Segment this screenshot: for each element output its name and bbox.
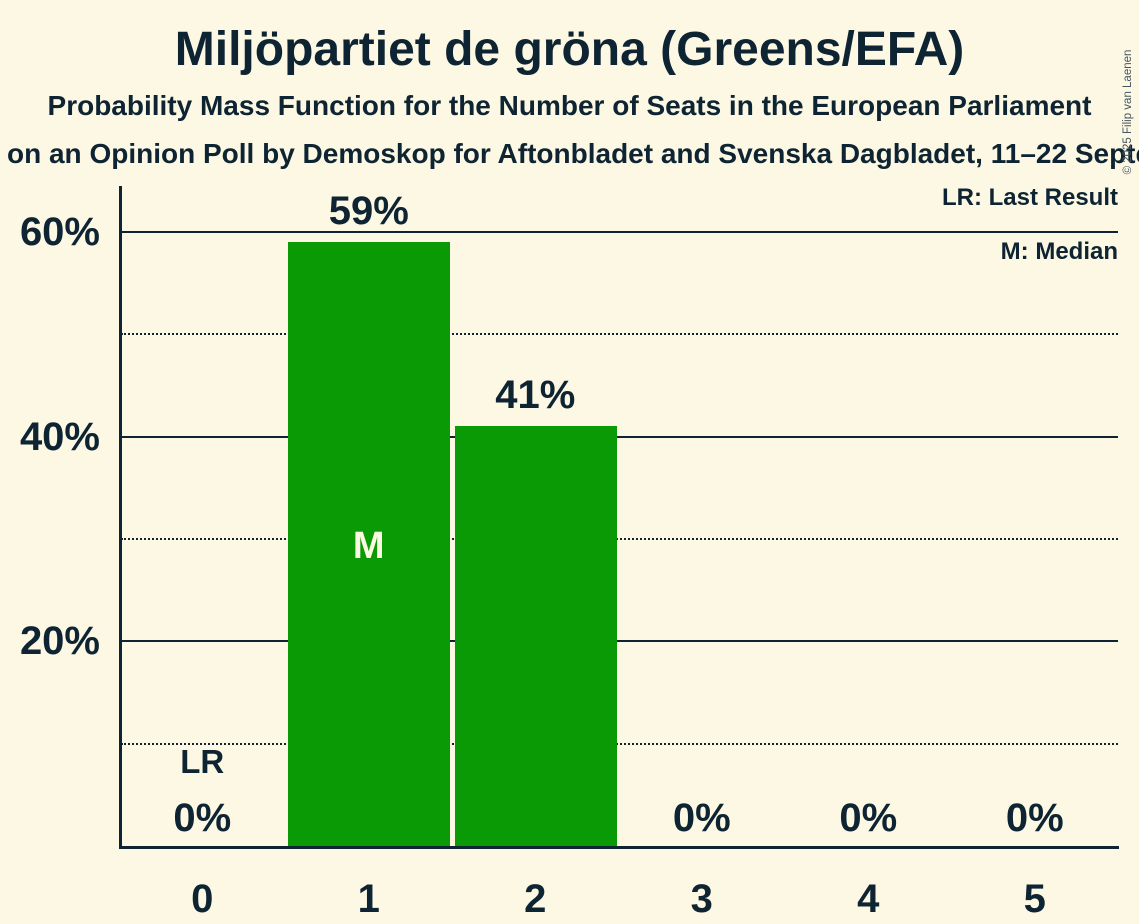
x-tick-label-5: 5 — [1023, 877, 1046, 921]
chart-title: Miljöpartiet de gröna (Greens/EFA) — [174, 23, 965, 76]
gridline-solid-20 — [121, 640, 1118, 643]
value-label-5: 0% — [1005, 796, 1064, 840]
y-tick-label-40: 40% — [19, 414, 100, 459]
y-tick-label-60: 60% — [19, 210, 100, 255]
x-tick-label-3: 3 — [690, 877, 713, 921]
value-label-3: 0% — [672, 796, 731, 840]
copyright-note: © 2025 Filip van Laenen — [1122, 49, 1134, 175]
value-label-4: 0% — [839, 796, 898, 840]
chart-subtitle: Probability Mass Function for the Number… — [47, 90, 1092, 121]
legend-median: M: Median — [1000, 238, 1118, 265]
y-tick-label-20: 20% — [19, 619, 100, 664]
last-result-marker: LR — [180, 743, 225, 780]
x-tick-label-2: 2 — [524, 877, 547, 921]
gridline-solid-60 — [121, 231, 1118, 234]
median-marker: M — [352, 525, 385, 567]
gridline-dotted-30 — [121, 538, 1118, 541]
x-tick-label-4: 4 — [857, 877, 880, 921]
gridline-dotted-50 — [121, 333, 1118, 336]
value-label-2: 41% — [495, 373, 576, 418]
x-axis-line — [119, 846, 1119, 849]
x-tick-label-0: 0 — [191, 877, 214, 921]
bar-seats-2 — [454, 426, 617, 846]
value-label-1: 59% — [328, 189, 409, 234]
bar-seats-1 — [288, 242, 450, 846]
legend-last-result: LR: Last Result — [941, 184, 1118, 211]
gridline-solid-40 — [121, 435, 1118, 438]
gridline-dotted-10 — [121, 742, 1118, 745]
y-axis-line — [119, 186, 122, 849]
chart-source-line: on an Opinion Poll by Demoskop for Afton… — [7, 138, 1139, 169]
x-tick-label-1: 1 — [357, 877, 380, 921]
value-label-0: 0% — [173, 796, 232, 840]
